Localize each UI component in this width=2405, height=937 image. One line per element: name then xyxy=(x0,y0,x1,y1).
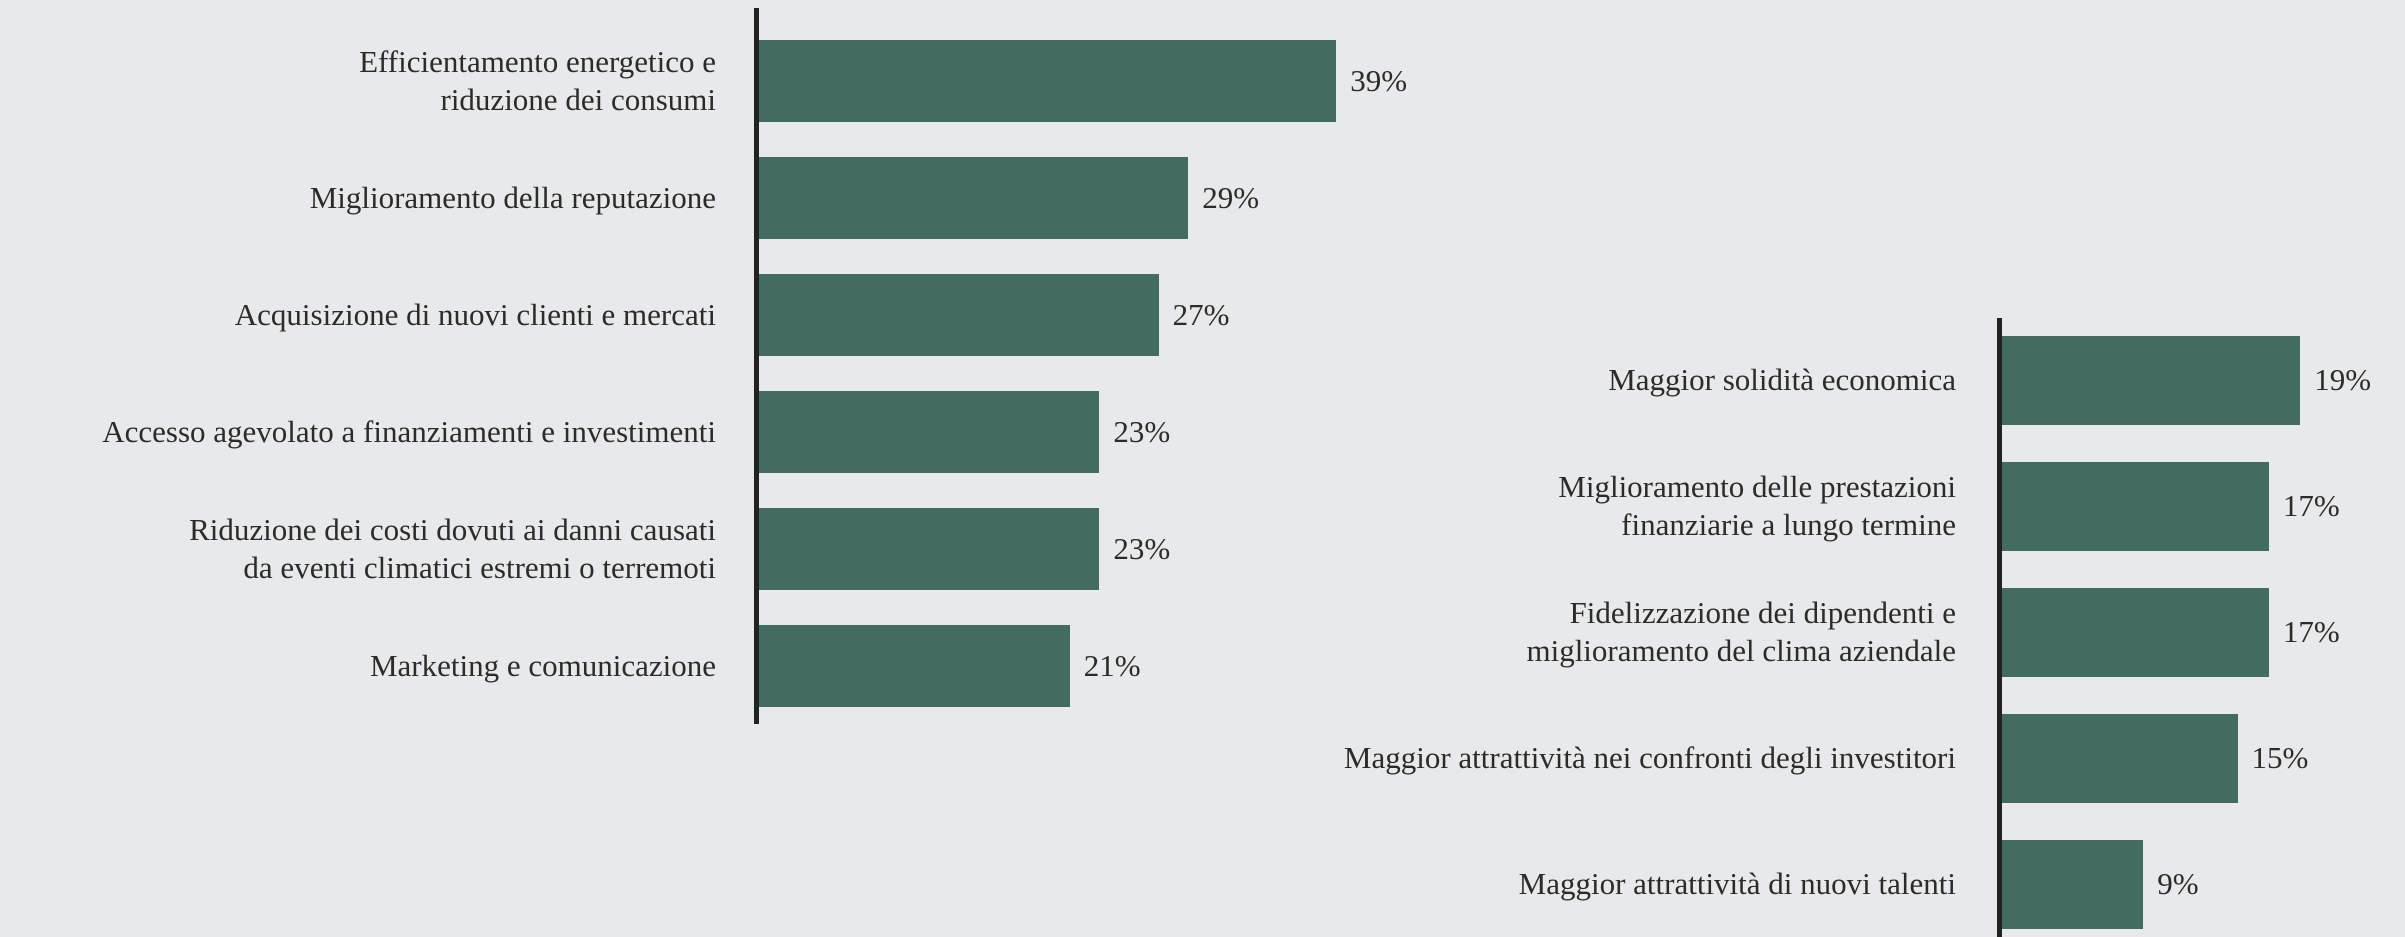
bar xyxy=(2002,461,2269,551)
bar xyxy=(759,508,1100,590)
bar xyxy=(759,157,1189,239)
category-label: Maggior attrattività nei confronti degli… xyxy=(1343,740,1956,775)
category-label: Accesso agevolato a finanziamenti e inve… xyxy=(102,414,716,449)
category-label: Marketing e comunicazione xyxy=(369,648,716,683)
value-label: 17% xyxy=(2282,614,2340,649)
bar xyxy=(2002,713,2238,803)
bar xyxy=(2002,335,2301,425)
value-label: 27% xyxy=(1172,297,1230,332)
value-label: 17% xyxy=(2282,488,2340,523)
value-label: 39% xyxy=(1350,63,1408,98)
value-label: 23% xyxy=(1113,531,1171,566)
category-label: Miglioramento della reputazione xyxy=(309,180,716,215)
value-label: 15% xyxy=(2251,740,2309,775)
value-label: 9% xyxy=(2157,866,2199,901)
category-label: Riduzione dei costi dovuti ai danni caus… xyxy=(189,512,716,585)
value-label: 23% xyxy=(1113,414,1171,449)
value-label: 21% xyxy=(1083,648,1141,683)
category-label: Miglioramento delle prestazioni finanzia… xyxy=(1558,469,1956,542)
bar xyxy=(2002,587,2269,677)
bar xyxy=(759,40,1337,122)
category-label: Maggior solidità economica xyxy=(1608,362,1956,397)
axis-line xyxy=(754,8,759,724)
bar xyxy=(759,625,1070,707)
bar xyxy=(759,391,1100,473)
axis-line xyxy=(1997,318,2002,937)
category-label: Efficientamento energetico e riduzione d… xyxy=(359,44,716,117)
value-label: 29% xyxy=(1202,180,1260,215)
bar xyxy=(759,274,1159,356)
value-label: 19% xyxy=(2314,362,2372,397)
category-label: Acquisizione di nuovi clienti e mercati xyxy=(234,297,716,332)
bar xyxy=(2002,839,2144,929)
category-label: Maggior attrattività di nuovi talenti xyxy=(1518,866,1956,901)
category-label: Fidelizzazione dei dipendenti e migliora… xyxy=(1526,595,1956,668)
